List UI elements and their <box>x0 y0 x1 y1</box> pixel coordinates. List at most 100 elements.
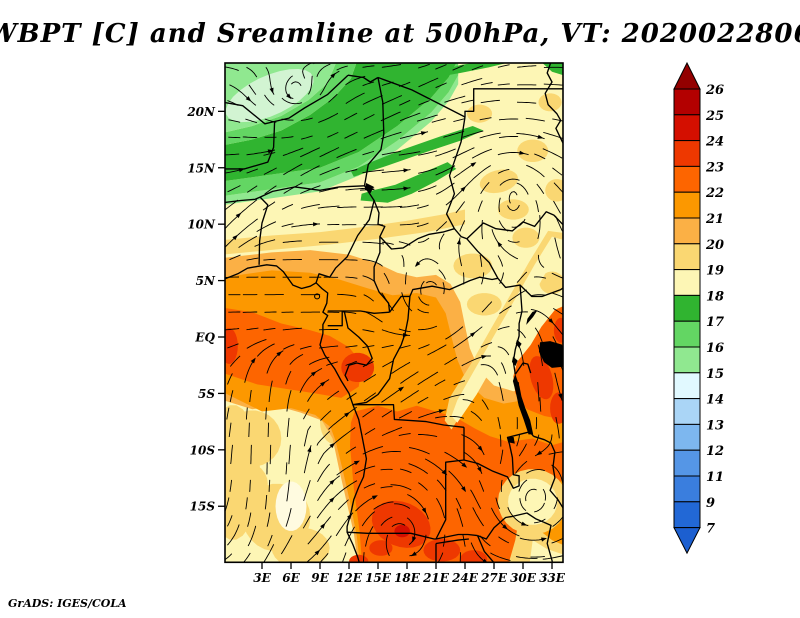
streamline <box>281 97 303 105</box>
lat-tick-label: 10N <box>187 218 216 232</box>
colorbar-segment <box>673 346 701 374</box>
streamline <box>328 93 338 103</box>
streamline <box>363 392 377 402</box>
streamline <box>299 368 323 393</box>
streamline <box>316 63 331 77</box>
streamline <box>303 425 312 447</box>
streamline <box>380 516 393 526</box>
streamline <box>455 201 466 214</box>
colorbar-segment <box>673 88 701 116</box>
streamline <box>480 182 490 195</box>
streamline <box>285 462 288 475</box>
streamline <box>365 526 374 547</box>
streamline <box>477 200 483 212</box>
streamline <box>282 147 304 157</box>
streamline <box>283 344 295 350</box>
colorbar-label: 24 <box>705 135 724 150</box>
streamline <box>381 64 401 68</box>
streamline <box>248 422 250 438</box>
streamline <box>229 355 241 367</box>
map-frame <box>224 62 564 564</box>
fill-green-light-fringe <box>225 75 459 205</box>
flow-arrow <box>414 261 421 267</box>
country-border <box>435 533 478 540</box>
streamline <box>497 64 510 68</box>
fill-se-eddy-pale <box>508 478 558 525</box>
flow-arrow <box>320 523 326 529</box>
streamline <box>345 446 357 454</box>
lat-tick-label: 20N <box>186 105 216 119</box>
streamline <box>516 271 528 283</box>
colorbar-segment <box>673 269 701 296</box>
streamline <box>394 503 411 509</box>
lat-tick-label: EQ <box>194 331 215 345</box>
streamline <box>362 408 375 418</box>
streamline <box>399 222 420 226</box>
streamline <box>249 390 252 403</box>
streamline <box>518 344 525 366</box>
country-border <box>352 296 411 406</box>
streamline <box>281 136 294 139</box>
streamline <box>308 356 330 365</box>
flow-arrow <box>330 72 336 79</box>
streamline <box>300 147 320 158</box>
colorbar-label: 21 <box>705 212 724 227</box>
lon-tick-label: 9E <box>311 571 329 585</box>
country-border <box>225 121 276 170</box>
streamline <box>362 150 375 156</box>
streamline <box>263 544 275 563</box>
streamline <box>336 65 348 71</box>
fill-tan-ne <box>538 93 562 112</box>
flow-arrow <box>344 412 350 418</box>
streamline <box>534 518 546 524</box>
streamline <box>425 281 437 286</box>
lake <box>512 374 534 435</box>
colorbar-segment <box>673 320 701 348</box>
streamline <box>539 397 542 412</box>
longitude-axis: 3E 6E 9E 12E 15E 18E 21E 24E 27E 30E 33E <box>253 562 566 585</box>
streamline <box>286 479 290 502</box>
flow-arrow <box>460 186 466 192</box>
streamline <box>480 82 493 86</box>
country-border <box>347 74 379 83</box>
streamline <box>266 512 271 527</box>
streamline <box>363 294 374 302</box>
streamline <box>362 446 384 455</box>
flow-arrow <box>477 445 483 452</box>
streamline <box>225 328 240 331</box>
streamline <box>326 361 338 366</box>
streamline <box>499 434 502 447</box>
fill-red-patch <box>225 328 238 364</box>
colorbar-label: 20 <box>705 238 724 253</box>
streamline <box>225 66 239 72</box>
flow-arrow <box>421 507 427 514</box>
streamline <box>418 63 430 69</box>
colorbar-arrow-top <box>673 61 701 90</box>
streamline <box>497 83 510 86</box>
flow-arrow <box>307 446 312 453</box>
streamline <box>398 344 411 349</box>
streamline <box>542 555 563 560</box>
streamline <box>263 327 276 331</box>
flow-arrow <box>461 486 466 493</box>
streamline <box>262 201 276 211</box>
streamline <box>380 131 402 140</box>
flow-arrow <box>558 393 563 400</box>
country-border <box>514 362 532 375</box>
streamline <box>462 399 475 404</box>
fill-green-med-nw <box>225 63 357 145</box>
lat-tick-label: 10S <box>190 443 216 457</box>
streamline <box>551 464 563 483</box>
streamline <box>318 112 339 123</box>
flow-arrow <box>420 131 427 136</box>
streamline <box>499 305 512 314</box>
streamline <box>552 308 563 316</box>
lat-tick-label: 15N <box>187 161 216 175</box>
island-bioko <box>314 293 321 300</box>
fill-green-streak-ne <box>542 63 563 76</box>
flow-arrow <box>461 462 468 468</box>
streamline <box>427 344 447 356</box>
country-border <box>466 238 499 279</box>
streamline <box>336 461 357 476</box>
streamline <box>317 205 340 209</box>
